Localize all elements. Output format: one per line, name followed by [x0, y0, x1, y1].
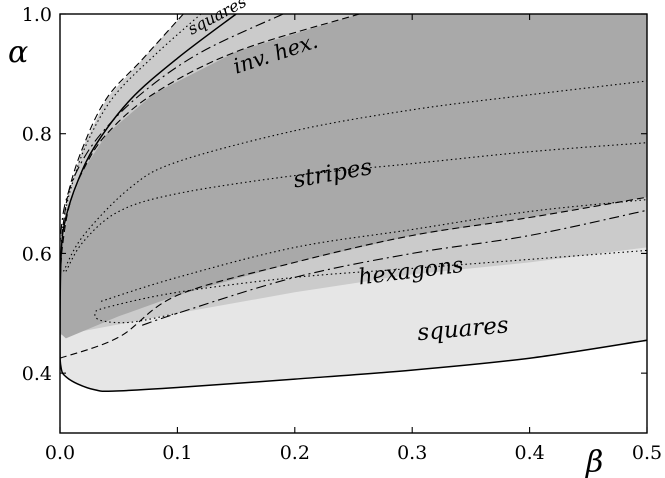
x-tick-label: 0.3	[397, 442, 427, 464]
curve-dotted-9	[61, 14, 202, 230]
axis-ticks: 0.0 0.1 0.2 0.3 0.4 0.5 0.4 0.6 0.8 1.0	[22, 4, 662, 464]
curve-dashdot-5	[60, 14, 284, 242]
y-tick-label: 0.6	[22, 243, 52, 265]
curve-dashed-1	[60, 196, 647, 359]
shaded-regions	[60, 14, 647, 392]
curve-dashdot-4	[142, 209, 647, 326]
y-tick-label: 0.8	[22, 124, 52, 146]
x-tick-label: 0.0	[45, 442, 75, 464]
boundary-curves	[60, 14, 647, 392]
y-axis-label: α	[8, 35, 28, 70]
curve-dotted-8	[100, 199, 647, 302]
curve-dashed-3	[60, 14, 184, 242]
x-tick-label: 0.5	[632, 442, 662, 464]
x-tick-label: 0.2	[280, 442, 310, 464]
y-tick-label: 0.4	[22, 363, 52, 385]
curve-dotted-10	[94, 249, 647, 324]
curve-solid-0	[60, 14, 647, 392]
y-tick-label: 1.0	[22, 4, 52, 26]
x-tick-label: 0.1	[162, 442, 192, 464]
plot-frame	[59, 13, 648, 434]
region-dark-2	[60, 14, 647, 339]
x-axis-label: β	[585, 445, 603, 478]
x-tick-label: 0.4	[514, 442, 544, 464]
curve-dashed-2	[60, 14, 360, 284]
